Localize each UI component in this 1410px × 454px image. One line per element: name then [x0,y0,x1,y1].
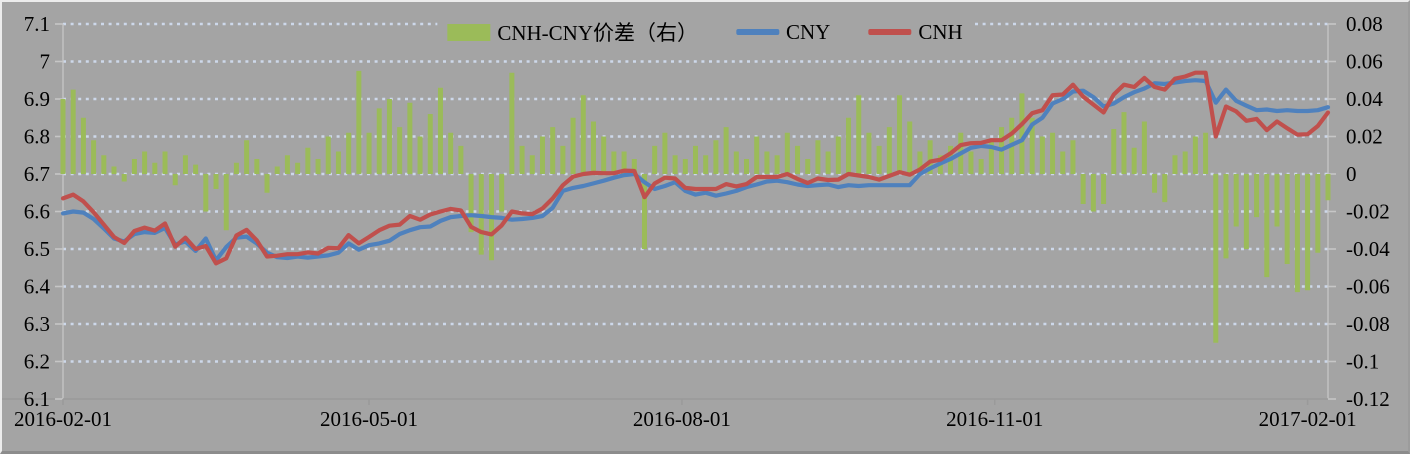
svg-text:-0.02: -0.02 [1346,200,1390,224]
svg-text:0: 0 [1346,162,1357,186]
legend-item-cnh: CNH [868,19,963,45]
svg-text:6.7: 6.7 [24,162,50,186]
svg-text:6.2: 6.2 [24,350,50,374]
cnh-line-swatch [868,29,912,35]
svg-text:2016-08-01: 2016-08-01 [633,407,731,431]
legend-label-spread: CNH-CNY价差（右） [497,21,698,45]
legend-item-spread: CNH-CNY价差（右） [447,17,698,47]
legend-item-cny: CNY [735,19,831,45]
chart-legend: CNH-CNY价差（右） CNY CNH [437,17,973,47]
svg-text:7: 7 [40,50,51,74]
svg-text:0.02: 0.02 [1346,125,1383,149]
svg-text:-0.1: -0.1 [1346,350,1379,374]
svg-text:0.06: 0.06 [1346,50,1383,74]
svg-text:6.3: 6.3 [24,312,50,336]
svg-text:2016-05-01: 2016-05-01 [320,407,418,431]
svg-text:2016-02-01: 2016-02-01 [14,407,112,431]
svg-text:-0.08: -0.08 [1346,312,1390,336]
svg-text:6.6: 6.6 [24,200,50,224]
svg-text:2016-11-01: 2016-11-01 [946,407,1043,431]
svg-text:6.4: 6.4 [24,275,51,299]
legend-label-cnh: CNH [918,19,963,44]
legend-label-cny: CNY [785,19,831,44]
svg-text:0.04: 0.04 [1346,87,1383,111]
svg-text:6.5: 6.5 [24,237,50,261]
svg-text:-0.12: -0.12 [1346,387,1390,411]
svg-text:6.9: 6.9 [24,87,50,111]
cny-line-swatch [735,29,779,35]
svg-text:6.1: 6.1 [24,387,50,411]
svg-text:7.1: 7.1 [24,12,50,36]
spread-bar-swatch [447,23,491,41]
svg-text:2017-02-01: 2017-02-01 [1259,407,1357,431]
svg-text:-0.06: -0.06 [1346,275,1390,299]
svg-text:-0.04: -0.04 [1346,237,1390,261]
svg-text:0.08: 0.08 [1346,12,1383,36]
svg-text:6.8: 6.8 [24,125,50,149]
